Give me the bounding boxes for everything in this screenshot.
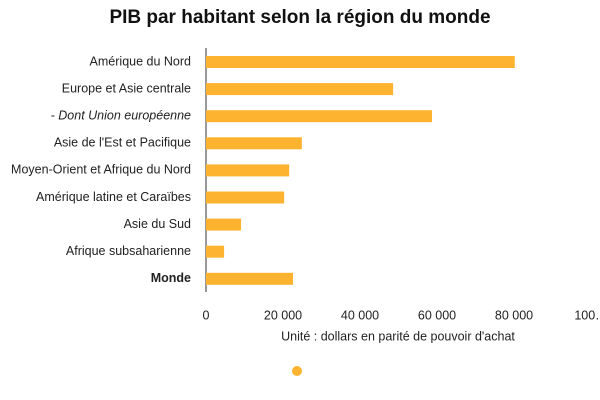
y-tick-label: Amérique latine et Caraïbes — [36, 190, 191, 204]
y-tick-label: Amérique du Nord — [90, 54, 191, 68]
x-tick-label: 40 000 — [341, 308, 379, 322]
legend-marker — [292, 366, 302, 376]
chart-title: PIB par habitant selon la région du mond… — [109, 7, 490, 28]
bar — [206, 191, 285, 204]
bar — [206, 137, 302, 150]
bar — [206, 164, 290, 177]
x-tick-label: 60 000 — [418, 308, 456, 322]
y-tick-label: Afrique subsaharienne — [66, 244, 191, 258]
bar — [206, 56, 515, 68]
y-tick-label: Asie de l'Est et Pacifique — [54, 136, 191, 150]
y-tick-label: Moyen-Orient et Afrique du Nord — [11, 163, 191, 177]
x-tick-label: 100… — [574, 308, 600, 322]
y-tick-label: Europe et Asie centrale — [62, 81, 191, 95]
bar — [206, 272, 294, 285]
y-tick-label: Monde — [151, 271, 191, 285]
x-tick-label: 20 000 — [264, 308, 302, 322]
x-axis-title: Unité : dollars en parité de pouvoir d'a… — [281, 329, 515, 343]
bar — [206, 83, 394, 96]
y-tick-label: - Dont Union européenne — [51, 108, 191, 122]
bar — [206, 218, 242, 231]
y-tick-label: Asie du Sud — [124, 217, 191, 231]
bar — [206, 245, 225, 258]
x-tick-label: 80 000 — [495, 308, 533, 322]
bar — [206, 110, 432, 123]
x-tick-label: 0 — [203, 308, 210, 322]
